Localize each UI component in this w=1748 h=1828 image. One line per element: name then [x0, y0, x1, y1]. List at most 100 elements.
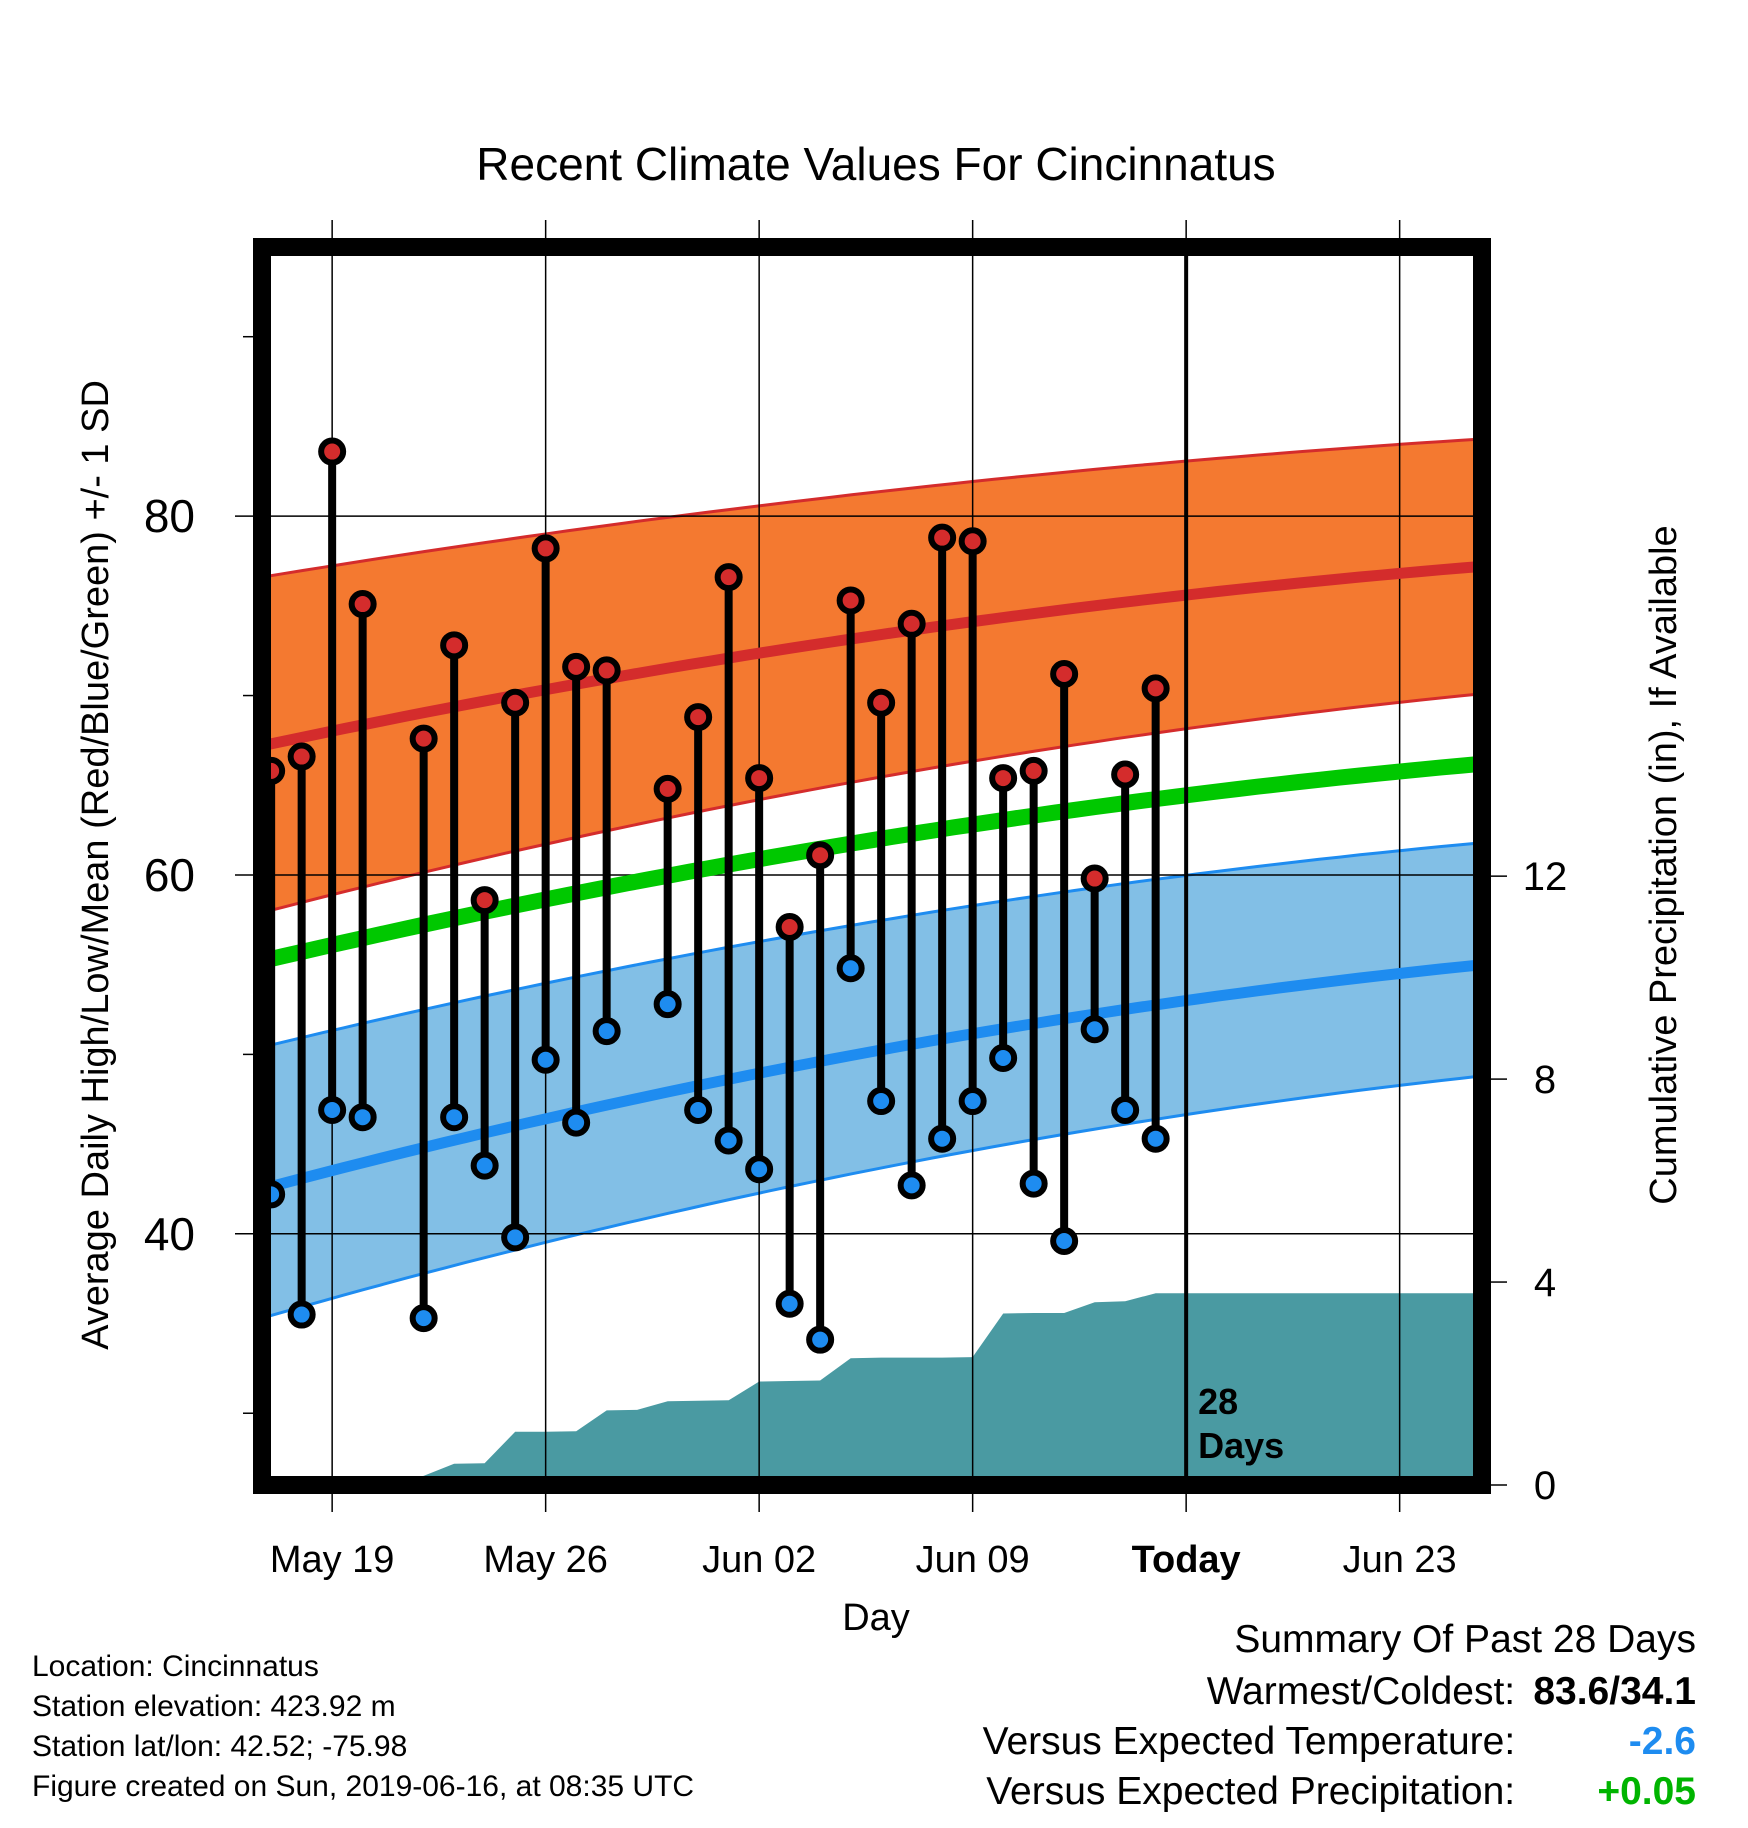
observed-high-marker	[867, 688, 896, 717]
today-days-label-line: Days	[1198, 1425, 1284, 1466]
observed-low-marker	[1050, 1226, 1079, 1255]
precip-label: Versus Expected Precipitation:	[986, 1770, 1516, 1813]
observed-high-marker	[348, 590, 377, 619]
y-tick-label-left: 40	[144, 1208, 195, 1260]
observed-low-marker	[1111, 1096, 1140, 1125]
high-lower-edge	[262, 692, 1482, 915]
y-axis-label-left: Average Daily High/Low/Mean (Red/Blue/Gr…	[75, 380, 117, 1350]
summary-warm-cold: Warmest/Coldest: 83.6/34.1	[1207, 1670, 1696, 1714]
observed-low-marker	[440, 1103, 469, 1132]
observed-low-marker	[1141, 1124, 1170, 1153]
x-tick-label: May 26	[483, 1539, 608, 1581]
station-info: Location: Cincinnatus Station elevation:…	[32, 1650, 694, 1804]
low-upper-edge	[262, 841, 1482, 1049]
y-tick-label-right: 12	[1523, 855, 1568, 899]
observed-low-marker	[867, 1087, 896, 1116]
observed-high-marker	[684, 703, 713, 732]
precip-value: +0.05	[1597, 1770, 1696, 1813]
x-tick-label: Jun 02	[702, 1539, 816, 1581]
y-tick-label-right: 4	[1534, 1261, 1556, 1305]
temp-value: -2.6	[1628, 1720, 1696, 1763]
today-days-label-line: 28	[1198, 1381, 1238, 1422]
observed-low-marker	[562, 1108, 591, 1137]
warm-cold-label: Warmest/Coldest:	[1206, 1670, 1516, 1713]
y-tick-label-right: 8	[1534, 1058, 1556, 1102]
observed-high-marker	[440, 631, 469, 660]
observed-high-marker	[1080, 864, 1109, 893]
precip-area	[262, 1293, 1482, 1485]
plot-frame	[253, 238, 1491, 1494]
observed-high-marker	[745, 764, 774, 793]
observed-low-marker	[1080, 1015, 1109, 1044]
summary-precip: Versus Expected Precipitation: +0.05	[986, 1770, 1696, 1814]
x-tick-label: Today	[1132, 1539, 1241, 1581]
observed-high-marker	[501, 688, 530, 717]
observed-low-marker	[714, 1126, 743, 1155]
y-axis-label-right: Cumulative Precipitation (in), If Availa…	[1643, 525, 1685, 1204]
normal-high-line	[262, 560, 1482, 752]
high-sd-band	[262, 439, 1482, 913]
observed-low-marker	[501, 1223, 530, 1252]
observed-low-marker	[897, 1171, 926, 1200]
observed-low-marker	[592, 1017, 621, 1046]
today-days-label: 28 Days	[1198, 1381, 1284, 1466]
observed-high-marker	[775, 913, 804, 942]
observed-low-marker	[806, 1325, 835, 1354]
observed-low-marker	[928, 1124, 957, 1153]
observed-low-marker	[836, 954, 865, 983]
observed-low-marker	[745, 1155, 774, 1184]
observed-low-marker	[470, 1151, 499, 1180]
observed-low-marker	[684, 1096, 713, 1125]
observed-high-marker	[958, 527, 987, 556]
observed-low-marker	[287, 1300, 316, 1329]
observed-high-marker	[1141, 674, 1170, 703]
observed-low-marker	[775, 1289, 804, 1318]
created-text: Figure created on Sun, 2019-06-16, at 08…	[32, 1770, 695, 1803]
observed-low-marker	[1019, 1169, 1048, 1198]
x-tick-label: May 19	[270, 1539, 395, 1581]
observed-high-marker	[470, 886, 499, 915]
observed-high-marker	[806, 841, 835, 870]
location-text: Location: Cincinnatus	[32, 1650, 319, 1683]
observed-high-marker	[287, 742, 316, 771]
observed-high-marker	[531, 534, 560, 563]
observed-high-marker	[897, 609, 926, 638]
normal-low-line	[262, 959, 1482, 1195]
y-tick-label-right: 0	[1534, 1464, 1556, 1508]
observed-high-marker	[562, 652, 591, 681]
observed-high-marker	[318, 437, 347, 466]
low-sd-band	[262, 842, 1482, 1319]
chart-title: Recent Climate Values For Cincinnatus	[476, 138, 1275, 190]
observed-low-marker	[653, 990, 682, 1019]
x-tick-label: Jun 09	[916, 1539, 1030, 1581]
observed-high-marker	[409, 724, 438, 753]
observed-low-marker	[531, 1045, 560, 1074]
observed-high-marker	[989, 764, 1018, 793]
observed-low-marker	[958, 1087, 987, 1116]
y-tick-label-left: 60	[144, 849, 195, 901]
low-lower-edge	[262, 1074, 1482, 1320]
observed-high-marker	[714, 563, 743, 592]
observed-high-marker	[836, 586, 865, 615]
summary-temp: Versus Expected Temperature: -2.6	[983, 1720, 1696, 1764]
x-axis-label: Day	[842, 1597, 910, 1639]
observed-low-marker	[989, 1043, 1018, 1072]
normal-mean-line	[262, 755, 1482, 969]
observed-high-marker	[1019, 756, 1048, 785]
observed-low-marker	[409, 1304, 438, 1333]
observed-high-marker	[928, 523, 957, 552]
summary-heading: Summary Of Past 28 Days	[1234, 1618, 1696, 1661]
latlon-text: Station lat/lon: 42.52; -75.98	[32, 1730, 408, 1763]
elevation-text: Station elevation: 423.92 m	[32, 1690, 396, 1723]
high-upper-edge	[262, 437, 1482, 579]
temp-label: Versus Expected Temperature:	[982, 1720, 1516, 1763]
y-tick-label-left: 80	[144, 490, 195, 542]
x-tick-label: Jun 23	[1343, 1539, 1457, 1581]
observed-high-marker	[1050, 660, 1079, 689]
observed-low-marker	[348, 1103, 377, 1132]
observed-high-marker	[1111, 760, 1140, 789]
observed-low-marker	[318, 1096, 347, 1125]
observed-high-marker	[653, 774, 682, 803]
warm-cold-value: 83.6/34.1	[1533, 1670, 1696, 1713]
